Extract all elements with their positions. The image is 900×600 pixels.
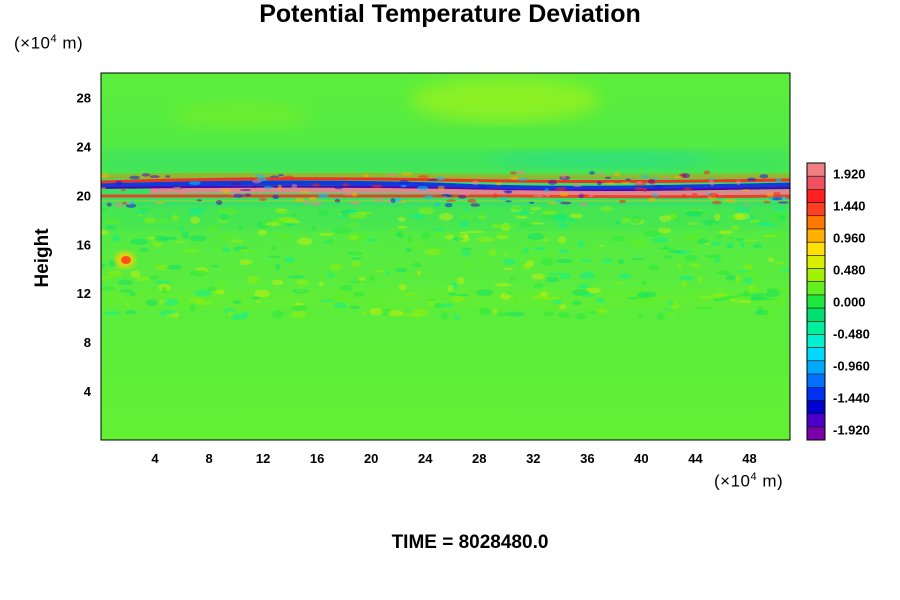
colorbar-swatch [807, 202, 825, 217]
colorbar-label: -0.480 [833, 326, 870, 341]
colorbar-label: 1.920 [833, 167, 866, 182]
colorbar-swatch [807, 347, 825, 362]
x-tick-label: 12 [256, 451, 270, 466]
colorbar-swatch [807, 308, 825, 322]
oscillation-cells [101, 170, 790, 208]
colorbar-swatch [807, 334, 825, 349]
x-tick-label: 4 [151, 451, 159, 466]
colorbar-swatch [807, 413, 825, 428]
y-tick-label: 8 [84, 335, 91, 350]
chart-title: Potential Temperature Deviation [259, 0, 641, 28]
y-tick-label: 20 [77, 188, 91, 203]
y-tick-label: 16 [77, 237, 91, 252]
colorbar-swatch [807, 387, 825, 401]
y-tick-label: 12 [77, 286, 91, 301]
turbulence-speckles [101, 205, 790, 321]
colorbar-swatch [807, 163, 825, 177]
colorbar-swatch [807, 374, 825, 388]
colorbar-swatch [807, 228, 825, 243]
colorbar-label: 0.000 [833, 295, 866, 310]
x-tick-label: 36 [580, 451, 594, 466]
colorbar-label: 0.960 [833, 231, 866, 246]
x-tick-label: 48 [742, 451, 756, 466]
colorbar-swatch [807, 176, 825, 190]
x-tick-label: 20 [364, 451, 378, 466]
colorbar-label: -1.440 [833, 390, 870, 405]
y-tick-label: 24 [77, 139, 92, 154]
colorbar-swatch [807, 189, 825, 204]
y-tick-label: 4 [84, 384, 92, 399]
x-tick-label: 40 [634, 451, 648, 466]
colorbar-label: -1.920 [833, 422, 870, 437]
y-tick-labels: 4 8 12 16 20 24 28 [77, 90, 92, 399]
x-tick-labels: 4 8 12 16 20 24 28 32 36 40 44 48 [151, 451, 756, 466]
colorbar [806, 162, 826, 441]
x-tick-label: 16 [310, 451, 324, 466]
colorbar-labels: 1.920 1.440 0.960 0.480 0.000 -0.480 -0.960 -1.… [833, 167, 870, 438]
colorbar-label: 1.440 [833, 199, 866, 214]
colorbar-swatch [807, 360, 825, 375]
colorbar-label: -0.960 [833, 358, 870, 373]
colorbar-label: 0.480 [833, 263, 866, 278]
x-tick-label: 32 [526, 451, 540, 466]
colorbar-swatch [807, 242, 825, 256]
colorbar-swatch [807, 215, 825, 230]
colorbar-swatch [807, 255, 825, 270]
x-tick-label: 8 [205, 451, 212, 466]
colorbar-swatch [807, 268, 825, 283]
y-axis-unit: (×104 m) [14, 33, 84, 53]
colorbar-swatch [807, 294, 825, 309]
x-tick-label: 28 [472, 451, 486, 466]
colorbar-swatch [807, 400, 825, 415]
colorbar-swatch [807, 426, 825, 441]
x-axis-unit: (×104 m) [714, 471, 784, 491]
colorbar-swatch [807, 321, 825, 335]
x-tick-label: 44 [688, 451, 703, 466]
y-tick-label: 28 [77, 90, 91, 105]
time-readout: TIME = 8028480.0 [391, 532, 549, 553]
x-tick-label: 24 [418, 451, 433, 466]
colorbar-swatch [807, 281, 825, 296]
heatmap-field [101, 73, 790, 440]
